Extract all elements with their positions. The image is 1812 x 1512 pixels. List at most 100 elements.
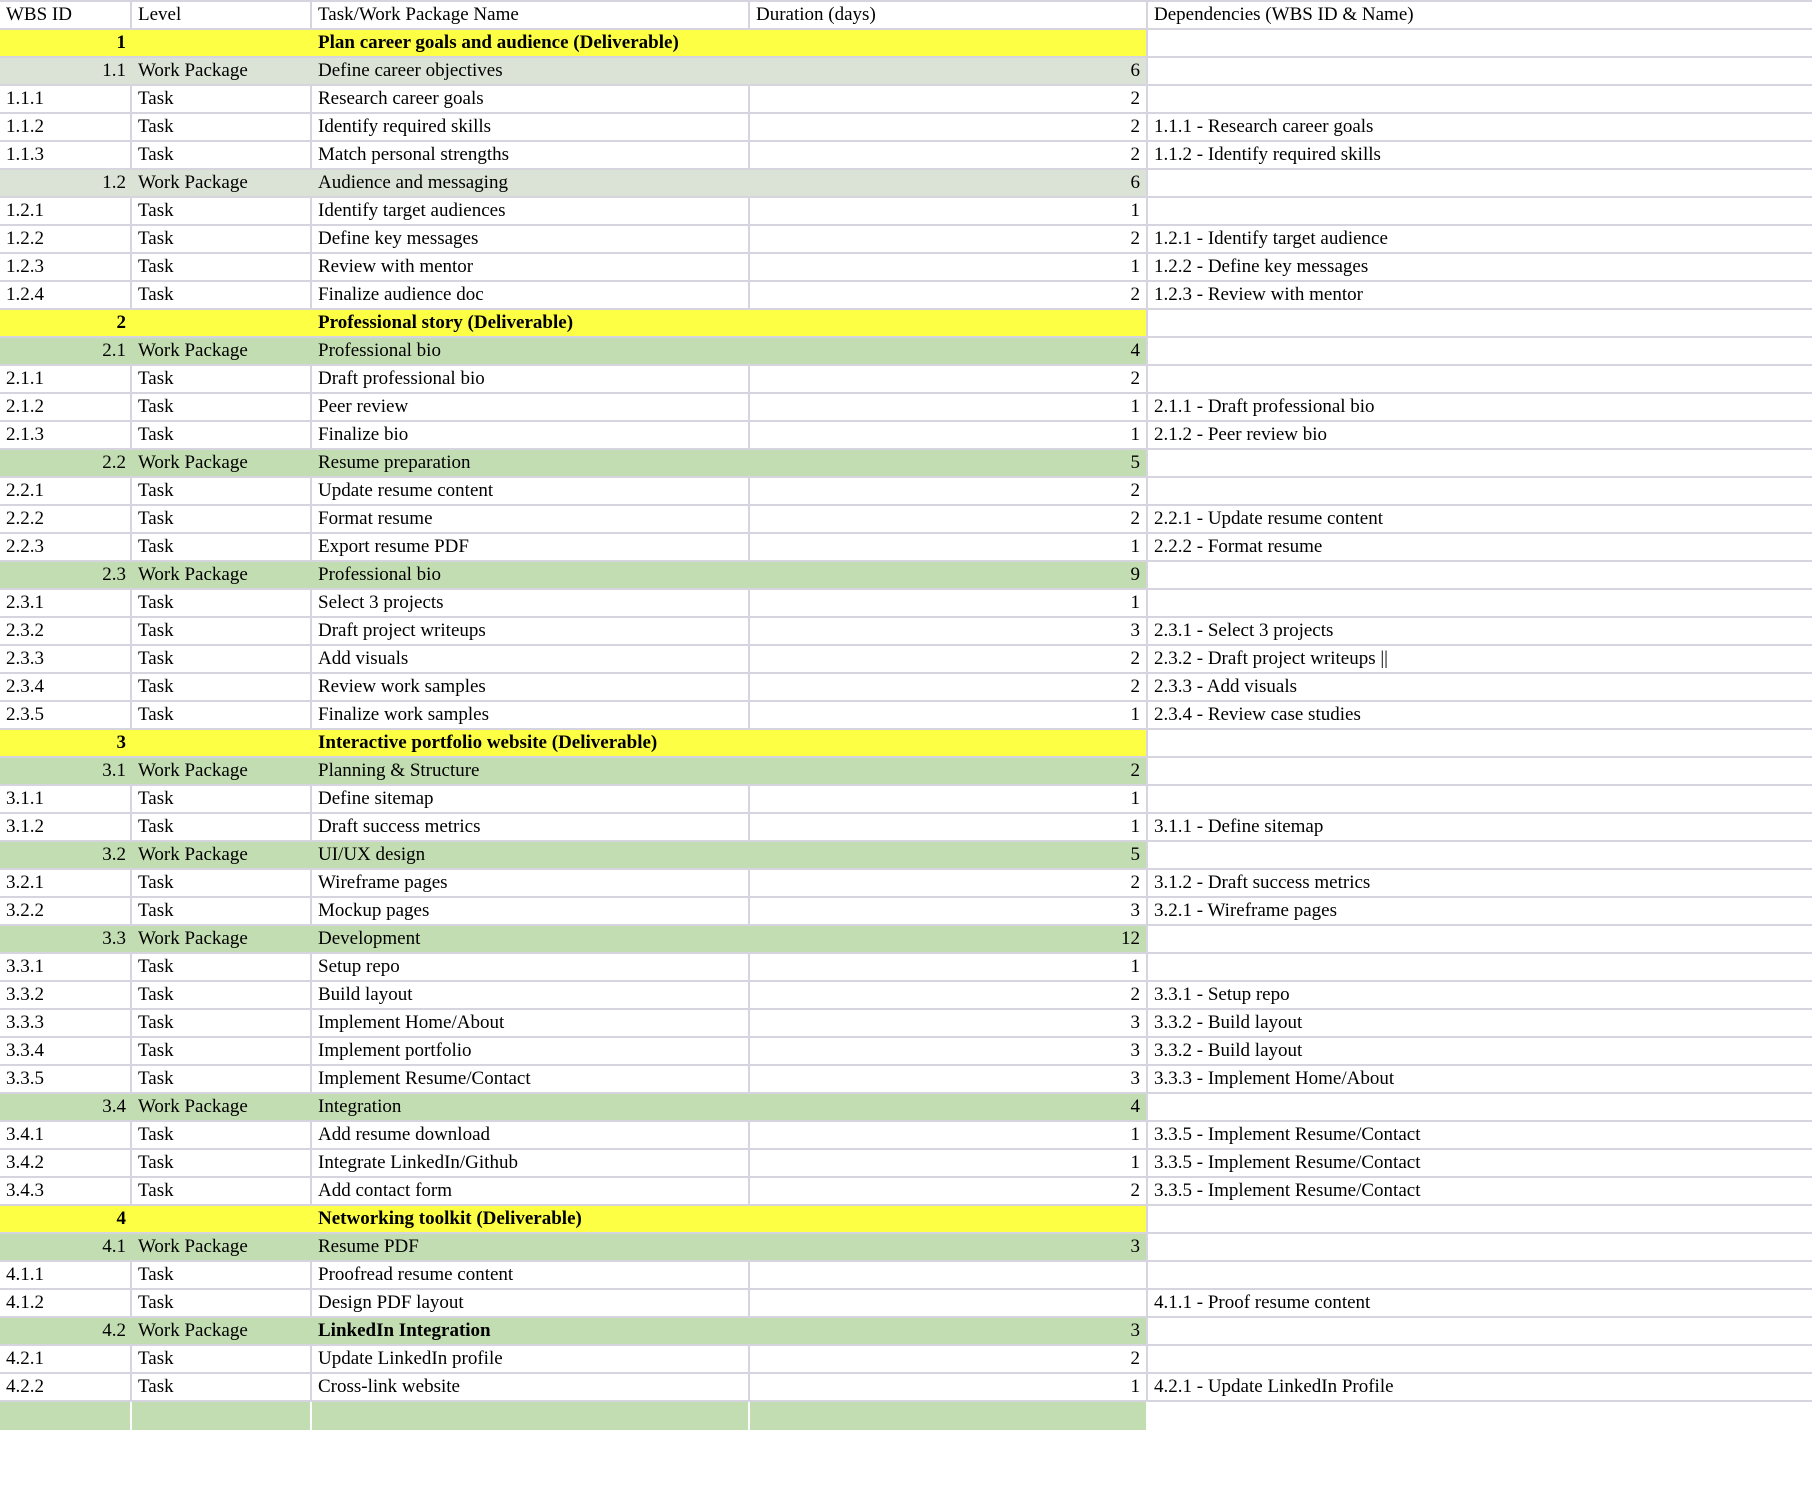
dependency-cell[interactable]: 2.3.1 - Select 3 projects xyxy=(1148,618,1812,646)
dependency-cell[interactable] xyxy=(1148,30,1812,58)
duration-cell[interactable]: 3 xyxy=(750,618,1148,646)
level-cell[interactable]: Work Package xyxy=(132,926,312,954)
level-cell[interactable]: Work Package xyxy=(132,58,312,86)
dependency-cell[interactable] xyxy=(1148,1262,1812,1290)
dependency-cell[interactable]: 2.2.2 - Format resume xyxy=(1148,534,1812,562)
wbs-id-cell[interactable]: 2.1.1 xyxy=(0,366,132,394)
dependency-cell[interactable]: 3.3.1 - Setup repo xyxy=(1148,982,1812,1010)
task-name-cell[interactable]: UI/UX design xyxy=(312,842,750,870)
wbs-id-cell[interactable]: 1 xyxy=(0,30,132,58)
duration-cell[interactable] xyxy=(750,730,1148,758)
wbs-id-cell[interactable]: 2.1 xyxy=(0,338,132,366)
level-cell[interactable]: Task xyxy=(132,870,312,898)
level-cell[interactable]: Work Package xyxy=(132,338,312,366)
dependency-cell[interactable]: 3.3.5 - Implement Resume/Contact xyxy=(1148,1122,1812,1150)
level-cell[interactable]: Task xyxy=(132,1262,312,1290)
duration-cell[interactable]: 2 xyxy=(750,982,1148,1010)
dependency-cell[interactable]: 1.2.2 - Define key messages xyxy=(1148,254,1812,282)
wbs-id-cell[interactable]: 2 xyxy=(0,310,132,338)
dependency-cell[interactable] xyxy=(1148,1094,1812,1122)
dependency-cell[interactable]: 2.3.3 - Add visuals xyxy=(1148,674,1812,702)
dependency-cell[interactable]: 1.2.1 - Identify target audience xyxy=(1148,226,1812,254)
duration-cell[interactable] xyxy=(750,1262,1148,1290)
duration-cell[interactable] xyxy=(750,30,1148,58)
dependency-cell[interactable]: 2.2.1 - Update resume content xyxy=(1148,506,1812,534)
task-name-cell[interactable]: Add visuals xyxy=(312,646,750,674)
level-cell[interactable]: Task xyxy=(132,898,312,926)
task-name-cell[interactable]: Finalize audience doc xyxy=(312,282,750,310)
wbs-id-cell[interactable]: 3.1 xyxy=(0,758,132,786)
task-name-cell[interactable]: Draft project writeups xyxy=(312,618,750,646)
task-name-cell[interactable]: Development xyxy=(312,926,750,954)
task-name-cell[interactable]: Implement Home/About xyxy=(312,1010,750,1038)
dependency-cell[interactable] xyxy=(1148,590,1812,618)
wbs-id-cell[interactable]: 1.2.1 xyxy=(0,198,132,226)
dependency-cell[interactable] xyxy=(1148,1402,1812,1430)
level-cell[interactable]: Task xyxy=(132,674,312,702)
wbs-id-cell[interactable]: 2.3.1 xyxy=(0,590,132,618)
task-name-cell[interactable]: Identify target audiences xyxy=(312,198,750,226)
wbs-id-cell[interactable]: 1.2.3 xyxy=(0,254,132,282)
level-cell[interactable]: Task xyxy=(132,534,312,562)
duration-cell[interactable]: 3 xyxy=(750,1066,1148,1094)
duration-cell[interactable]: 1 xyxy=(750,534,1148,562)
wbs-id-cell[interactable]: 3.2.2 xyxy=(0,898,132,926)
level-cell[interactable] xyxy=(132,310,312,338)
duration-cell[interactable]: 1 xyxy=(750,702,1148,730)
task-name-cell[interactable]: Integration xyxy=(312,1094,750,1122)
duration-cell[interactable]: 1 xyxy=(750,394,1148,422)
dependency-cell[interactable] xyxy=(1148,758,1812,786)
task-name-cell[interactable]: Draft success metrics xyxy=(312,814,750,842)
level-cell[interactable]: Task xyxy=(132,422,312,450)
task-name-cell[interactable]: Implement Resume/Contact xyxy=(312,1066,750,1094)
dependency-cell[interactable]: 3.3.3 - Implement Home/About xyxy=(1148,1066,1812,1094)
task-name-cell[interactable]: Cross-link website xyxy=(312,1374,750,1402)
column-header-wbs-id[interactable]: WBS ID xyxy=(0,2,132,30)
wbs-id-cell[interactable]: 3.1.1 xyxy=(0,786,132,814)
task-name-cell[interactable]: Networking toolkit (Deliverable) xyxy=(312,1206,750,1234)
wbs-id-cell[interactable]: 1.2 xyxy=(0,170,132,198)
task-name-cell[interactable]: Draft professional bio xyxy=(312,366,750,394)
task-name-cell[interactable]: Resume PDF xyxy=(312,1234,750,1262)
task-name-cell[interactable]: Select 3 projects xyxy=(312,590,750,618)
dependency-cell[interactable]: 1.1.1 - Research career goals xyxy=(1148,114,1812,142)
duration-cell[interactable]: 1 xyxy=(750,590,1148,618)
duration-cell[interactable]: 1 xyxy=(750,814,1148,842)
wbs-id-cell[interactable]: 3.3.4 xyxy=(0,1038,132,1066)
level-cell[interactable]: Task xyxy=(132,394,312,422)
level-cell[interactable]: Task xyxy=(132,954,312,982)
task-name-cell[interactable]: Design PDF layout xyxy=(312,1290,750,1318)
task-name-cell[interactable]: Define career objectives xyxy=(312,58,750,86)
dependency-cell[interactable]: 3.2.1 - Wireframe pages xyxy=(1148,898,1812,926)
duration-cell[interactable]: 2 xyxy=(750,506,1148,534)
wbs-id-cell[interactable]: 4.1.2 xyxy=(0,1290,132,1318)
dependency-cell[interactable]: 3.3.5 - Implement Resume/Contact xyxy=(1148,1150,1812,1178)
level-cell[interactable]: Task xyxy=(132,646,312,674)
level-cell[interactable]: Task xyxy=(132,1038,312,1066)
duration-cell[interactable] xyxy=(750,1206,1148,1234)
dependency-cell[interactable]: 3.1.1 - Define sitemap xyxy=(1148,814,1812,842)
duration-cell[interactable]: 2 xyxy=(750,86,1148,114)
wbs-id-cell[interactable]: 2.3.5 xyxy=(0,702,132,730)
task-name-cell[interactable]: Professional story (Deliverable) xyxy=(312,310,750,338)
level-cell[interactable]: Task xyxy=(132,702,312,730)
task-name-cell[interactable]: Planning & Structure xyxy=(312,758,750,786)
duration-cell[interactable] xyxy=(750,1402,1148,1430)
level-cell[interactable]: Work Package xyxy=(132,842,312,870)
task-name-cell[interactable]: Define sitemap xyxy=(312,786,750,814)
level-cell[interactable]: Task xyxy=(132,282,312,310)
level-cell[interactable]: Task xyxy=(132,506,312,534)
wbs-id-cell[interactable]: 3.4.1 xyxy=(0,1122,132,1150)
dependency-cell[interactable] xyxy=(1148,1234,1812,1262)
task-name-cell[interactable]: LinkedIn Integration xyxy=(312,1318,750,1346)
task-name-cell[interactable]: Review work samples xyxy=(312,674,750,702)
dependency-cell[interactable]: 2.1.1 - Draft professional bio xyxy=(1148,394,1812,422)
duration-cell[interactable]: 2 xyxy=(750,646,1148,674)
task-name-cell[interactable]: Match personal strengths xyxy=(312,142,750,170)
wbs-id-cell[interactable]: 3.3.5 xyxy=(0,1066,132,1094)
duration-cell[interactable]: 2 xyxy=(750,142,1148,170)
level-cell[interactable]: Work Package xyxy=(132,1318,312,1346)
duration-cell[interactable]: 5 xyxy=(750,450,1148,478)
dependency-cell[interactable] xyxy=(1148,1346,1812,1374)
task-name-cell[interactable]: Audience and messaging xyxy=(312,170,750,198)
